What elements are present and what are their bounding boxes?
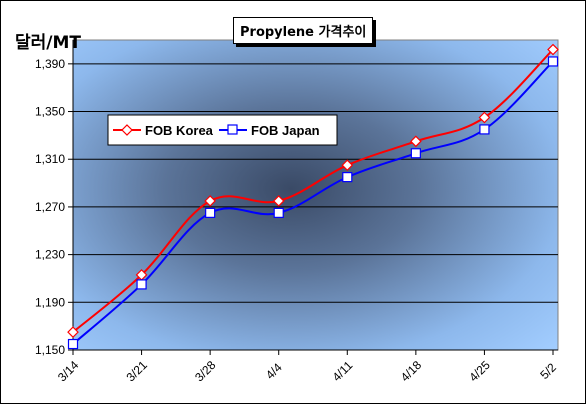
- data-point-fob-japan: [273, 207, 284, 218]
- x-tick-label: 3/21: [124, 358, 151, 385]
- legend-label-fob-korea: FOB Korea: [145, 123, 214, 138]
- series-line-fob-korea: [72, 48, 554, 333]
- data-point-fob-korea: [410, 135, 422, 148]
- y-axis: 1,150 1,190 1,230 1,270 1,310 1,350 1,390: [35, 40, 74, 357]
- legend-marker-fob-korea: [121, 124, 133, 136]
- y-axis-unit-label: 달러/MT: [15, 33, 82, 53]
- data-point-fob-japan: [410, 148, 421, 159]
- y-tick-label: 1,230: [35, 248, 65, 262]
- y-tick-label: 1,390: [35, 57, 65, 71]
- data-point-fob-japan: [136, 279, 147, 290]
- data-point-fob-japan: [205, 207, 216, 218]
- data-point-fob-korea: [547, 43, 559, 56]
- x-tick-label: 3/14: [55, 358, 82, 385]
- y-tick-label: 1,270: [35, 200, 65, 214]
- chart-title: Propylene 가격추이: [233, 17, 374, 44]
- x-axis: 3/14 3/21 3/28 4/4 4/11 4/18 4/25 5/2: [55, 349, 559, 385]
- data-point-fob-japan: [342, 172, 353, 183]
- x-tick-label: 4/18: [398, 358, 425, 385]
- x-tick-label: 5/2: [537, 360, 559, 382]
- data-point-fob-korea: [67, 326, 79, 338]
- data-point-fob-japan: [479, 124, 490, 135]
- y-tick-label: 1,350: [35, 105, 65, 119]
- legend-label-fob-japan: FOB Japan: [251, 123, 320, 138]
- legend: FOB Korea FOB Japan: [107, 114, 338, 146]
- data-point-fob-korea: [341, 159, 354, 172]
- data-point-fob-korea: [478, 111, 491, 124]
- x-tick-label: 3/28: [192, 358, 219, 385]
- data-point-fob-korea: [204, 195, 216, 207]
- series-markers: [67, 43, 559, 350]
- legend-marker-fob-japan: [227, 124, 238, 135]
- data-point-fob-korea: [272, 195, 285, 207]
- y-tick-label: 1,310: [35, 152, 65, 166]
- data-point-fob-japan: [547, 56, 559, 67]
- grid-lines: [73, 63, 558, 303]
- x-tick-label: 4/4: [263, 360, 285, 382]
- y-tick-label: 1,150: [35, 343, 65, 357]
- y-tick-label: 1,190: [35, 295, 65, 309]
- data-point-fob-japan: [67, 338, 79, 350]
- x-tick-label: 4/25: [466, 358, 493, 385]
- x-tick-label: 4/11: [330, 358, 356, 384]
